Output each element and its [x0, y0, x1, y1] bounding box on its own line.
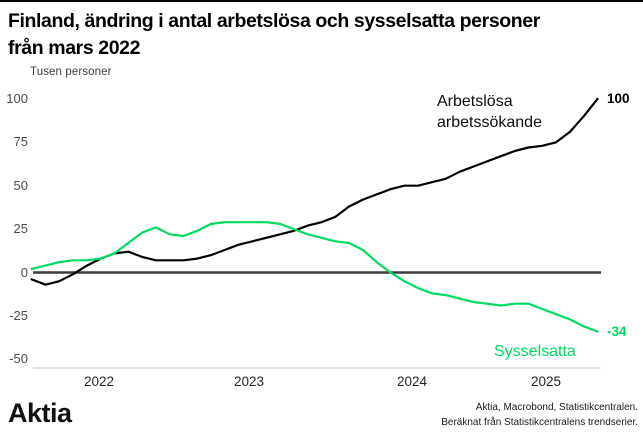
series-label-unemployed-line1: Arbetslösa — [437, 93, 513, 110]
source-line1: Aktia, Macrobond, Statistikcentralen. — [475, 402, 638, 413]
chart-title-line1: Finland, ändring i antal arbetslösa och … — [8, 10, 540, 32]
top-border — [0, 0, 643, 2]
series-line-employed — [30, 221, 599, 333]
end-value-employed: -34 — [607, 323, 627, 339]
y-tick-label: 75 — [13, 134, 28, 150]
y-tick-label: -50 — [9, 351, 28, 367]
series-label-employed: Sysselsatta — [494, 343, 576, 360]
series-label-unemployed-line2: arbetssökande — [437, 114, 542, 131]
series-line-unemployed — [30, 97, 599, 286]
series-label-unemployed: Arbetslösa arbetssökande — [437, 91, 542, 133]
unit-label: Tusen personer — [30, 66, 112, 78]
x-tick-label: 2024 — [396, 374, 428, 389]
y-tick-label: 25 — [13, 221, 28, 237]
x-tick-label: 2025 — [530, 374, 562, 389]
source-note: Aktia, Macrobond, Statistikcentralen. Be… — [441, 401, 638, 430]
y-tick-label: 0 — [20, 264, 28, 280]
x-tick-label: 2023 — [233, 374, 265, 389]
source-line2: Beräknat från Statistikcentralens trends… — [441, 416, 638, 428]
y-tick-label: 100 — [6, 90, 28, 106]
chart-title-line2: från mars 2022 — [8, 37, 141, 59]
aktia-logo: Aktia — [8, 398, 72, 428]
chart-title: Finland, ändring i antal arbetslösa och … — [8, 8, 638, 62]
x-tick-label: 2022 — [83, 374, 115, 389]
y-tick-label: -25 — [9, 307, 28, 323]
y-tick-label: 50 — [13, 177, 28, 193]
end-value-unemployed: 100 — [607, 90, 630, 106]
